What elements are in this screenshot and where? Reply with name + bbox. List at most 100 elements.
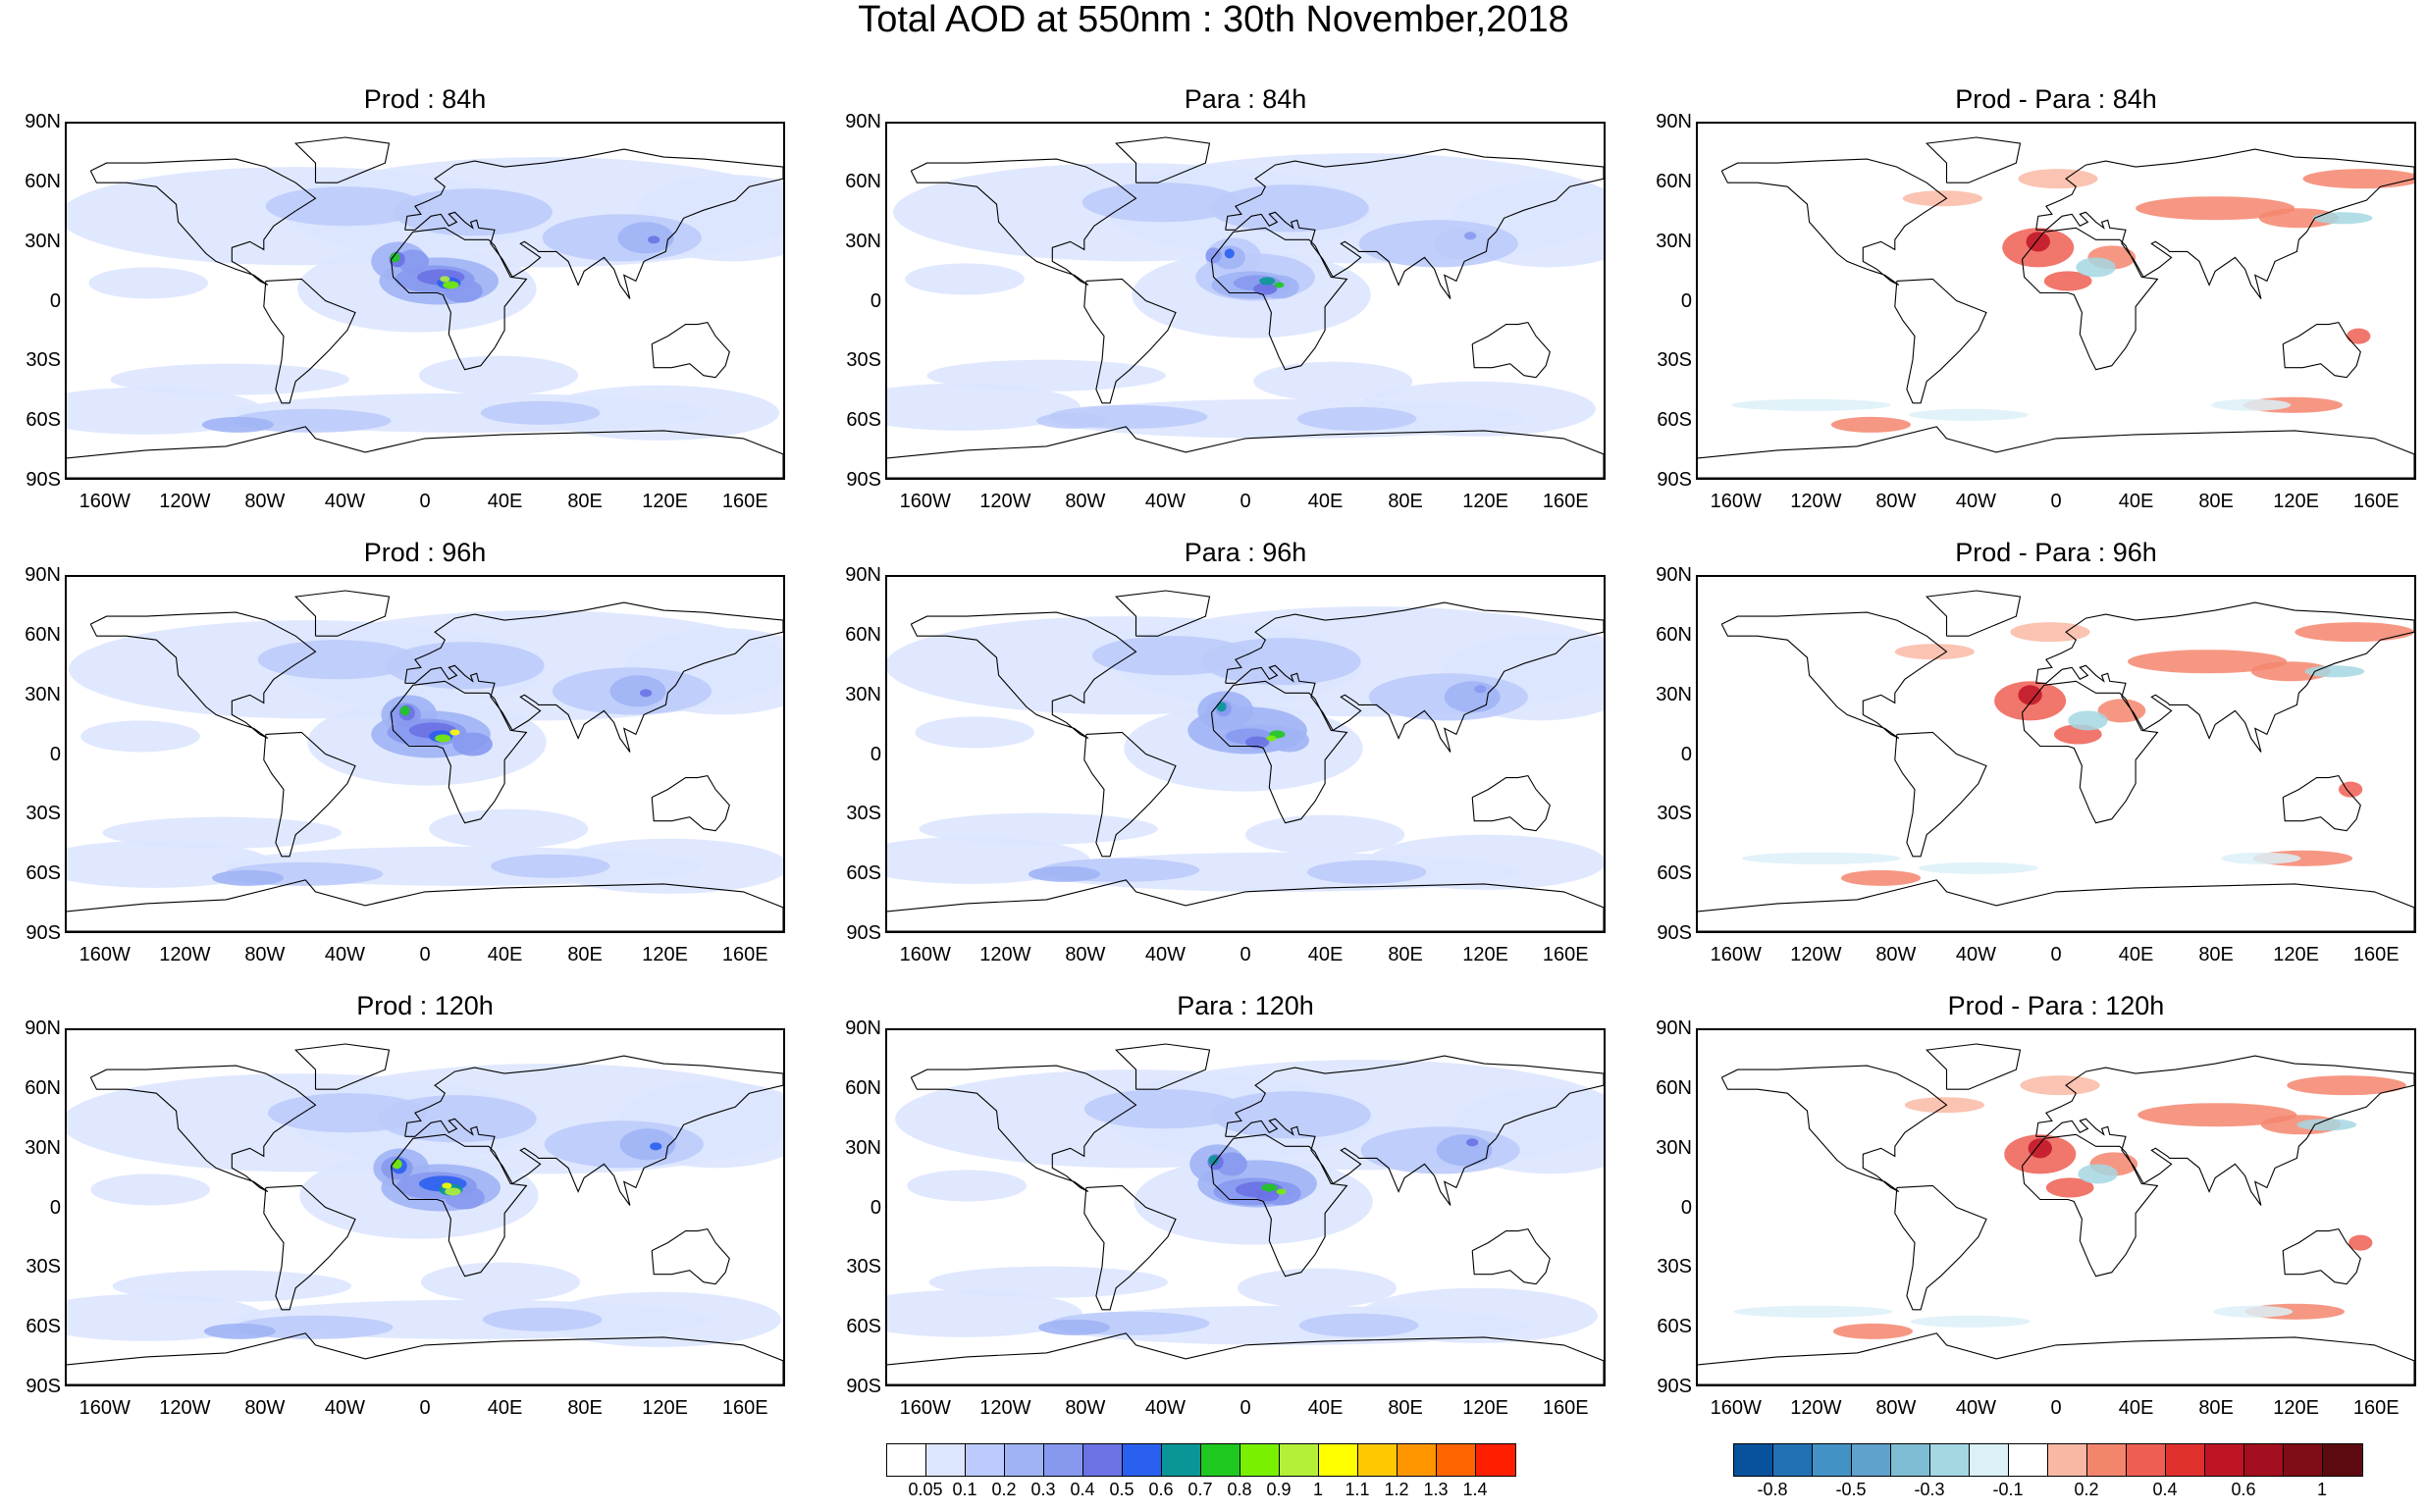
coastline-australia: [1471, 1227, 1551, 1285]
coastline-greenland: [1926, 136, 2022, 183]
coastline-australia: [2282, 1227, 2361, 1285]
aod-plume: [201, 416, 274, 433]
aod-plume: [1215, 1152, 1248, 1176]
longitude-tick-label: 160W: [1710, 491, 1762, 512]
difference-plume: [1733, 1305, 1893, 1318]
longitude-tick-label: 80W: [1065, 944, 1106, 965]
panel-title: Para : 120h: [1177, 991, 1314, 1020]
latitude-tick-label: 60S: [26, 1316, 61, 1338]
coastline-north-america: [910, 1065, 1137, 1192]
coastline-africa: [1210, 1133, 1348, 1277]
world-map: [887, 124, 1604, 478]
colorbar-swatch: [2244, 1444, 2284, 1476]
latitude-tick-label: 30N: [1656, 683, 1692, 705]
latitude-axis: 90N 60N 30N 0 30S 60S 90S: [0, 1018, 61, 1396]
latitude-tick-label: 0: [1680, 743, 1692, 765]
coastline-north-america: [89, 1065, 317, 1192]
longitude-tick-label: 80E: [2198, 491, 2234, 512]
coastline-greenland: [294, 590, 391, 637]
aod-plume: [420, 1262, 581, 1302]
longitude-tick-label: 80E: [1388, 944, 1423, 965]
colorbar-swatch: [1162, 1444, 1201, 1476]
longitude-tick-label: 120W: [979, 491, 1031, 512]
longitude-tick-label: 80E: [567, 1397, 603, 1419]
difference-plume: [2304, 665, 2365, 678]
difference-plume: [2018, 169, 2098, 189]
aod-plume: [1261, 1183, 1278, 1192]
coastlines: [1698, 136, 2414, 478]
colorbar-swatch: [2166, 1444, 2205, 1476]
latitude-tick-label: 0: [1680, 289, 1692, 312]
map-panel: Prod : 96h 90N 60N 30N 0 30S 60S 90S 160W 120W 80W…: [0, 538, 785, 989]
map-panel: Para : 96h 90N 60N 30N 0 30S 60S 90S 160W 120W 80W…: [820, 538, 1606, 989]
coastline-greenland: [294, 136, 391, 183]
aod-plume: [1224, 248, 1235, 259]
colorbar-swatch: [2048, 1444, 2087, 1476]
coastline-africa: [1210, 680, 1348, 824]
aod-plume: [1201, 638, 1361, 686]
panel-title: Para : 84h: [1184, 84, 1307, 114]
coastline-africa: [390, 1133, 528, 1277]
colorbar-label: 1.3: [1423, 1480, 1449, 1499]
aod-plume: [1245, 814, 1405, 855]
difference-plume: [1902, 190, 1982, 207]
aod-plume: [1434, 228, 1491, 260]
aod-plume: [212, 869, 285, 886]
difference-plume: [2078, 1164, 2118, 1184]
aod-plume: [1083, 1089, 1243, 1129]
colorbar-swatch: [1891, 1444, 1930, 1476]
coastlines: [887, 590, 1604, 931]
difference-plume: [1910, 1315, 2031, 1328]
longitude-tick-label: 40E: [487, 944, 523, 965]
coastline-south-america: [263, 1184, 356, 1311]
latitude-tick-label: 60N: [25, 170, 61, 192]
colorbar-label: 0.2: [991, 1480, 1017, 1499]
latitude-tick-label: 60N: [25, 1076, 61, 1099]
coastline-north-america: [89, 611, 317, 739]
longitude-tick-label: 160E: [2352, 944, 2400, 965]
aod-plume: [1211, 1091, 1371, 1139]
colorbar-swatch: [1930, 1444, 1970, 1476]
colorbar-swatch: [887, 1444, 926, 1476]
longitude-tick-label: 120E: [642, 1397, 689, 1419]
coastline-antarctica: [67, 426, 783, 478]
longitude-axis: 160W 120W 80W 40W 0 40E 80E 120E 160E: [65, 1397, 785, 1423]
aod-plume: [926, 359, 1166, 391]
world-map: [67, 124, 783, 478]
latitude-axis: 90N 60N 30N 0 30S 60S 90S: [820, 1018, 881, 1396]
longitude-tick-label: 80W: [244, 944, 286, 965]
latitude-tick-label: 60S: [26, 862, 61, 885]
aod-plume: [440, 276, 450, 283]
aod-plume: [1209, 184, 1369, 233]
coastline-greenland: [1115, 1043, 1211, 1090]
data-field: [887, 1060, 1604, 1345]
colorbar-swatch: [1123, 1444, 1162, 1476]
coastline-australia: [1471, 321, 1551, 379]
colorbar-swatch: [1358, 1444, 1398, 1476]
colorbar-label: -0.1: [1992, 1480, 2024, 1499]
aod-plume: [1296, 406, 1417, 431]
latitude-axis: 90N 60N 30N 0 30S 60S 90S: [1631, 1018, 1692, 1396]
world-map: [887, 577, 1604, 931]
longitude-tick-label: 80W: [1065, 491, 1106, 512]
longitude-tick-label: 160W: [899, 1397, 951, 1419]
difference-plume: [1731, 398, 1891, 411]
data-field: [887, 606, 1604, 892]
world-map: [887, 1030, 1604, 1384]
aod-plume: [88, 267, 208, 299]
aod-plume: [418, 355, 579, 395]
coastline-antarctica: [1698, 1332, 2414, 1384]
aod-plume: [445, 1187, 461, 1196]
aod-plume: [905, 263, 1025, 295]
longitude-axis: 160W 120W 80W 40W 0 40E 80E 120E 160E: [65, 944, 785, 969]
data-field: [1731, 169, 2414, 433]
difference-plume: [2018, 685, 2042, 705]
coastline-south-america: [263, 278, 356, 404]
aod-plume: [1208, 1155, 1219, 1166]
latitude-tick-label: 90N: [1656, 111, 1692, 132]
longitude-axis: 160W 120W 80W 40W 0 40E 80E 120E 160E: [885, 1397, 1606, 1423]
coastline-north-america: [910, 611, 1137, 739]
colorbar-swatch: [2323, 1444, 2362, 1476]
latitude-tick-label: 0: [49, 743, 61, 765]
coastlines: [1698, 590, 2414, 931]
